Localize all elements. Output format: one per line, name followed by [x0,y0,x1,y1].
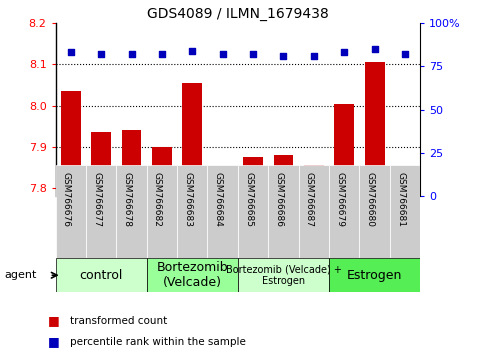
Bar [304,165,324,196]
Bar [298,165,329,258]
Bar [238,165,268,258]
Point [341,50,348,55]
Text: GSM766679: GSM766679 [335,172,344,227]
Bar [86,165,116,258]
Text: GSM766687: GSM766687 [305,172,314,227]
Text: Bortezomib (Velcade) +
Estrogen: Bortezomib (Velcade) + Estrogen [226,264,341,286]
Bar [91,132,111,196]
Bar [238,258,329,292]
Bar [152,147,172,196]
Text: GSM766680: GSM766680 [366,172,375,227]
Text: GSM766686: GSM766686 [274,172,284,227]
Bar [177,165,208,258]
Bar [208,165,238,258]
Text: GSM766677: GSM766677 [92,172,101,227]
Bar [147,258,238,292]
Point [128,51,135,57]
Text: GSM766676: GSM766676 [62,172,71,227]
Title: GDS4089 / ILMN_1679438: GDS4089 / ILMN_1679438 [147,7,329,21]
Bar [56,258,147,292]
Point [371,46,379,52]
Text: ■: ■ [48,314,60,327]
Text: Bortezomib
(Velcade): Bortezomib (Velcade) [156,261,228,289]
Point [401,51,409,57]
Bar [390,165,420,258]
Text: GSM766685: GSM766685 [244,172,253,227]
Point [280,53,287,59]
Bar [116,165,147,258]
Text: ■: ■ [48,335,60,348]
Text: percentile rank within the sample: percentile rank within the sample [70,337,246,347]
Bar [268,165,298,258]
Bar [395,170,415,196]
Bar [147,165,177,258]
Bar [359,165,390,258]
Text: GSM766682: GSM766682 [153,172,162,227]
Text: GSM766678: GSM766678 [123,172,131,227]
Text: agent: agent [5,270,37,280]
Text: transformed count: transformed count [70,316,167,326]
Point [97,51,105,57]
Bar [183,83,202,196]
Point [158,51,166,57]
Point [188,48,196,53]
Bar [122,130,142,196]
Text: GSM766681: GSM766681 [396,172,405,227]
Text: GSM766683: GSM766683 [183,172,192,227]
Bar [243,157,263,196]
Point [310,53,318,59]
Point [219,51,227,57]
Bar [61,91,81,196]
Point [249,51,257,57]
Text: GSM766684: GSM766684 [213,172,223,227]
Bar [329,258,420,292]
Text: control: control [79,269,123,282]
Bar [365,62,384,196]
Bar [213,182,232,196]
Bar [273,155,293,196]
Bar [329,165,359,258]
Bar [334,103,354,196]
Point [67,50,74,55]
Bar [56,165,86,258]
Text: Estrogen: Estrogen [347,269,402,282]
